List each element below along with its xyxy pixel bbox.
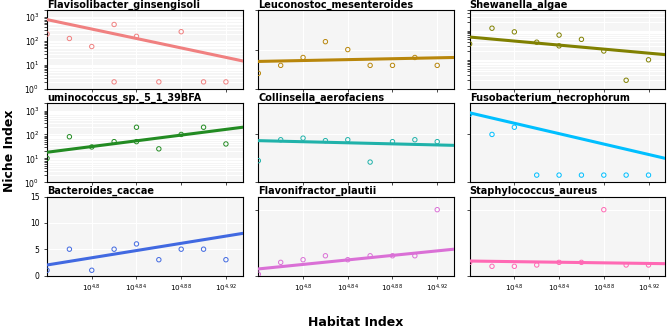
Point: [365, 253, 376, 258]
Text: Staphylococcus_aureus: Staphylococcus_aureus: [470, 186, 598, 196]
Point: [621, 78, 632, 83]
Text: Flavonifractor_plautii: Flavonifractor_plautii: [258, 186, 376, 196]
Point: [409, 253, 420, 258]
Point: [87, 144, 97, 150]
Text: Bacteroides_caccae: Bacteroides_caccae: [47, 186, 154, 196]
Point: [131, 139, 142, 144]
Point: [253, 71, 263, 76]
Point: [220, 141, 231, 146]
Point: [42, 156, 52, 161]
Point: [176, 29, 187, 34]
Point: [409, 137, 420, 142]
Point: [153, 146, 164, 152]
Point: [387, 139, 398, 144]
Point: [153, 257, 164, 262]
Point: [532, 40, 542, 45]
Point: [253, 158, 263, 163]
Point: [343, 257, 353, 262]
Point: [198, 247, 209, 252]
Point: [276, 63, 286, 68]
Point: [343, 47, 353, 52]
Point: [554, 32, 564, 38]
Text: uminococcus_sp._5_1_39BFA: uminococcus_sp._5_1_39BFA: [47, 92, 202, 103]
Point: [42, 267, 52, 273]
Point: [109, 22, 120, 27]
Point: [532, 172, 542, 178]
Point: [487, 132, 497, 137]
Point: [343, 137, 353, 142]
Text: Niche Index: Niche Index: [3, 110, 16, 193]
Point: [554, 43, 564, 48]
Point: [276, 137, 286, 142]
Point: [253, 271, 263, 277]
Text: Leuconostoc_mesenteroides: Leuconostoc_mesenteroides: [258, 0, 413, 9]
Point: [109, 79, 120, 85]
Point: [131, 125, 142, 130]
Point: [464, 41, 475, 47]
Point: [176, 247, 187, 252]
Point: [220, 79, 231, 85]
Point: [276, 260, 286, 265]
Point: [643, 262, 654, 268]
Point: [131, 241, 142, 247]
Point: [487, 264, 497, 269]
Point: [153, 79, 164, 85]
Point: [621, 262, 632, 268]
Point: [432, 139, 443, 144]
Point: [220, 257, 231, 262]
Point: [554, 172, 564, 178]
Point: [432, 63, 443, 68]
Point: [131, 34, 142, 39]
Text: Fusobacterium_necrophorum: Fusobacterium_necrophorum: [470, 92, 630, 103]
Point: [598, 207, 609, 212]
Point: [365, 159, 376, 165]
Point: [532, 262, 542, 268]
Point: [298, 135, 308, 141]
Point: [198, 125, 209, 130]
Point: [64, 134, 75, 139]
Point: [387, 253, 398, 258]
Point: [64, 247, 75, 252]
Point: [643, 172, 654, 178]
Point: [320, 138, 331, 143]
Point: [554, 260, 564, 265]
Point: [509, 29, 519, 35]
Point: [64, 36, 75, 41]
Point: [487, 26, 497, 31]
Point: [643, 57, 654, 62]
Point: [298, 55, 308, 60]
Point: [198, 79, 209, 85]
Point: [464, 260, 475, 265]
Point: [365, 63, 376, 68]
Point: [387, 63, 398, 68]
Text: Shewanella_algae: Shewanella_algae: [470, 0, 568, 9]
Point: [109, 139, 120, 144]
Point: [176, 132, 187, 137]
Point: [87, 44, 97, 49]
Point: [109, 247, 120, 252]
Text: Habitat Index: Habitat Index: [308, 316, 404, 329]
Point: [298, 257, 308, 262]
Text: Flavisolibacter_ginsengisoli: Flavisolibacter_ginsengisoli: [47, 0, 200, 9]
Point: [42, 31, 52, 37]
Point: [576, 172, 587, 178]
Point: [509, 264, 519, 269]
Point: [576, 37, 587, 42]
Point: [509, 125, 519, 130]
Point: [598, 172, 609, 178]
Point: [621, 172, 632, 178]
Point: [598, 48, 609, 54]
Text: Collinsella_aerofaciens: Collinsella_aerofaciens: [258, 92, 384, 103]
Point: [576, 260, 587, 265]
Point: [432, 207, 443, 212]
Point: [409, 55, 420, 60]
Point: [464, 112, 475, 117]
Point: [87, 267, 97, 273]
Point: [320, 253, 331, 258]
Point: [320, 39, 331, 44]
